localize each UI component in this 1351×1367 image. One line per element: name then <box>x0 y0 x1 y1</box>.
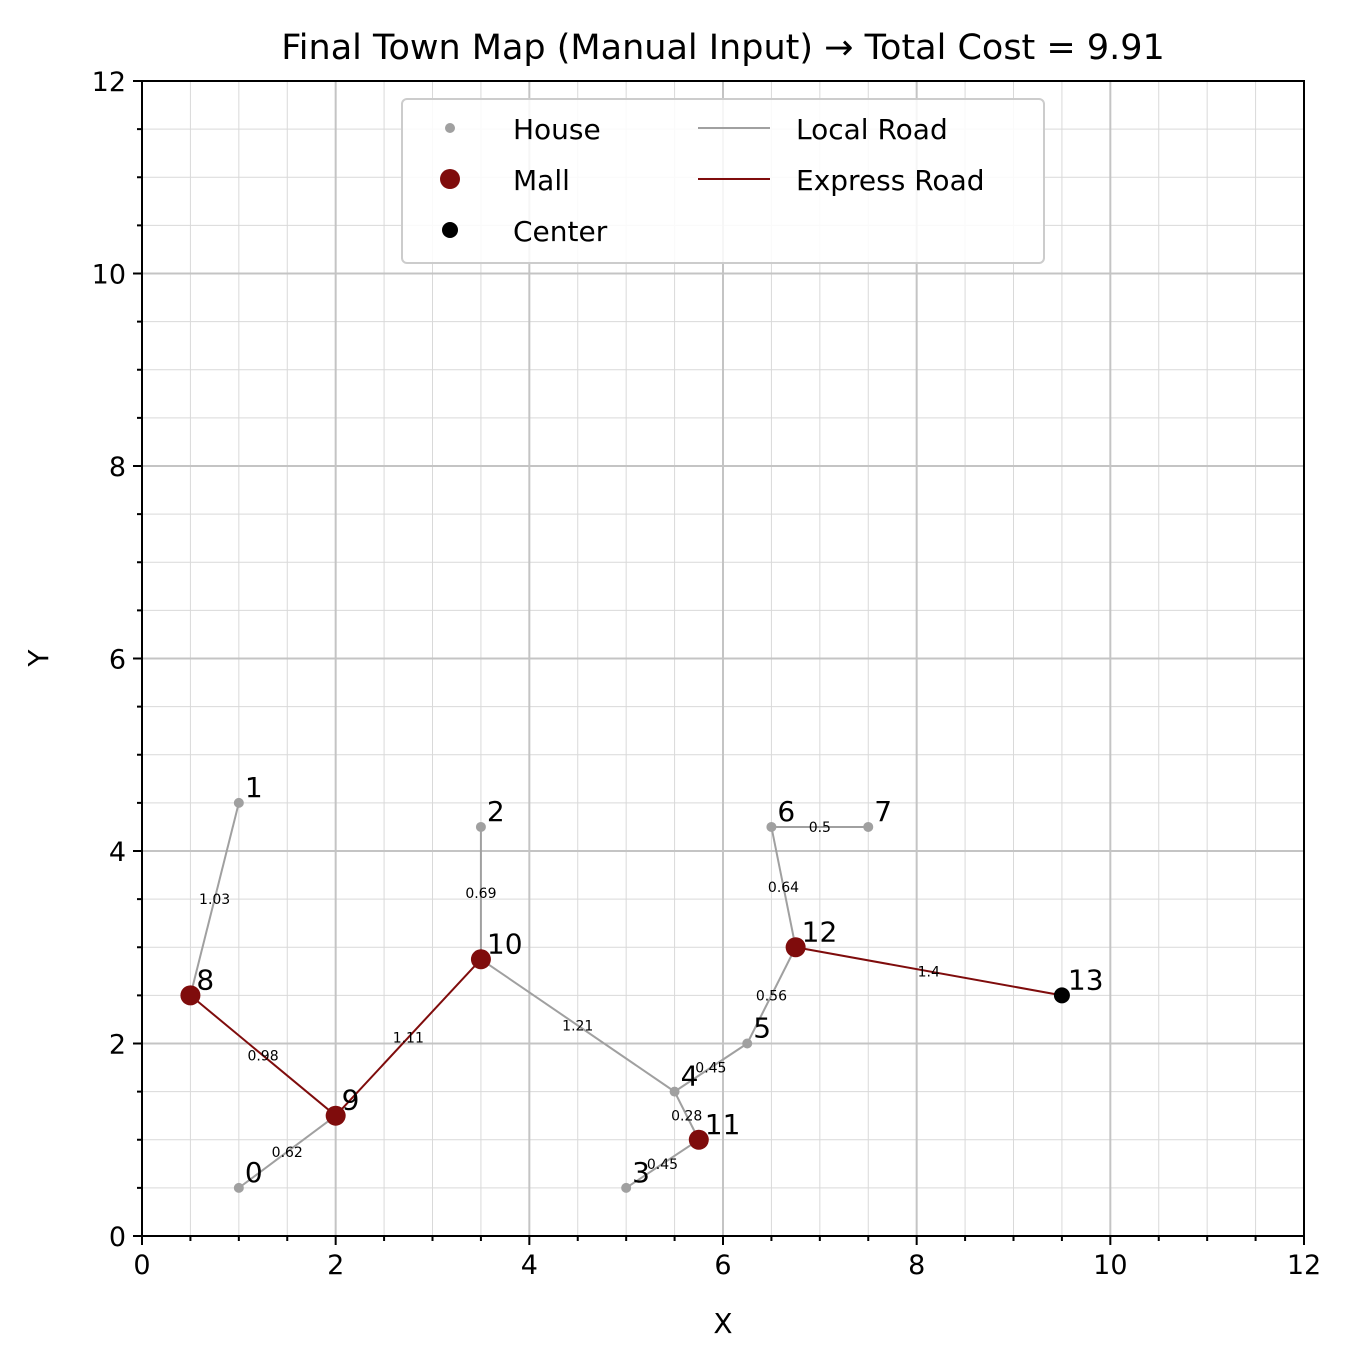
local-road-5-12 <box>746 946 797 1044</box>
house-marker-5 <box>742 1038 753 1049</box>
express-road-8-9 <box>189 994 337 1117</box>
road-cost-label: 0.5 <box>809 820 831 836</box>
local-road-10-4 <box>480 958 676 1093</box>
y-tick-label: 8 <box>109 452 126 483</box>
node-label-8: 8 <box>196 963 214 996</box>
house-marker-3 <box>621 1182 632 1193</box>
road-cost-label: 1.4 <box>918 964 940 980</box>
town-nodes <box>180 797 1070 1193</box>
local-road-4-5 <box>674 1042 748 1093</box>
node-label-13: 13 <box>1068 963 1104 996</box>
house-marker-1 <box>233 797 244 808</box>
legend-marker-house <box>445 123 455 133</box>
express-road-9-10 <box>334 958 482 1117</box>
y-tick-label: 4 <box>109 837 126 868</box>
road-cost-label: 1.11 <box>393 1030 424 1046</box>
node-label-5: 5 <box>753 1012 771 1045</box>
legend-marker-mall <box>440 169 460 189</box>
y-tick-label: 6 <box>109 645 126 676</box>
x-tick-label: 8 <box>908 1250 925 1281</box>
node-label-7: 7 <box>874 795 892 828</box>
road-cost-label: 0.69 <box>465 886 496 902</box>
house-marker-2 <box>475 821 486 832</box>
node-label-12: 12 <box>802 915 838 948</box>
node-label-9: 9 <box>342 1084 360 1117</box>
local-road-1-8 <box>189 802 240 996</box>
x-axis-title: X <box>713 1307 732 1340</box>
y-tick-label: 0 <box>109 1222 126 1253</box>
house-marker-7 <box>863 821 874 832</box>
x-tick-label: 6 <box>714 1250 731 1281</box>
legend-box <box>401 98 1045 264</box>
node-label-4: 4 <box>681 1060 699 1093</box>
y-tick-label: 12 <box>92 67 126 98</box>
express-road-12-13 <box>795 946 1063 997</box>
local-road-6-12 <box>770 826 797 948</box>
chart-title: Final Town Map (Manual Input) → Total Co… <box>281 28 1165 68</box>
node-label-0: 0 <box>245 1156 263 1189</box>
node-label-3: 3 <box>632 1156 650 1189</box>
house-marker-0 <box>233 1182 244 1193</box>
mall-marker-12 <box>785 937 806 958</box>
center-marker-13 <box>1053 987 1070 1004</box>
legend-marker-center <box>442 222 458 238</box>
road-cost-label: 1.21 <box>562 1018 593 1034</box>
node-label-10: 10 <box>487 927 523 960</box>
local-road-3-11 <box>625 1138 700 1189</box>
x-tick-label: 4 <box>521 1250 538 1281</box>
road-cost-labels: 1.03 0.98 0.62 1.11 0.69 1.21 0.28 0.45 0.45 0.56… <box>199 820 940 1173</box>
road-cost-label: 0.28 <box>671 1109 702 1125</box>
x-tick-label: 10 <box>1093 1250 1127 1281</box>
road-cost-label: 0.98 <box>247 1049 278 1065</box>
mall-marker-9 <box>325 1105 346 1126</box>
legend-label-express-road: Express Road <box>796 164 985 197</box>
mall-marker-10 <box>470 949 491 970</box>
y-axis-title: Y <box>22 649 55 668</box>
house-marker-6 <box>766 821 777 832</box>
house-marker-4 <box>669 1086 680 1097</box>
mall-marker-11 <box>688 1129 709 1150</box>
local-road-0-9 <box>238 1114 337 1189</box>
legend-label-mall: Mall <box>513 164 570 197</box>
x-tick-label: 0 <box>133 1250 150 1281</box>
road-cost-label: 0.45 <box>647 1157 678 1173</box>
legend-label-local-road: Local Road <box>796 113 948 146</box>
road-cost-label: 0.45 <box>695 1061 726 1077</box>
x-tick-label: 12 <box>1287 1250 1321 1281</box>
mall-marker-8 <box>180 985 201 1006</box>
road-cost-label: 0.64 <box>768 880 799 896</box>
y-tick-label: 10 <box>92 260 126 291</box>
road-cost-label: 0.56 <box>756 988 787 1004</box>
road-cost-label: 1.03 <box>199 892 230 908</box>
node-label-1: 1 <box>245 771 263 804</box>
road-edges <box>189 802 1063 1189</box>
node-label-2: 2 <box>487 795 505 828</box>
legend-label-center: Center <box>513 215 608 248</box>
node-label-11: 11 <box>705 1108 741 1141</box>
legend: House Mall Center Local Road Express Road <box>401 98 1045 264</box>
road-cost-label: 0.62 <box>272 1145 303 1161</box>
legend-label-house: House <box>513 113 601 146</box>
node-label-6: 6 <box>777 795 795 828</box>
x-tick-label: 2 <box>327 1250 344 1281</box>
y-tick-label: 2 <box>109 1030 126 1061</box>
